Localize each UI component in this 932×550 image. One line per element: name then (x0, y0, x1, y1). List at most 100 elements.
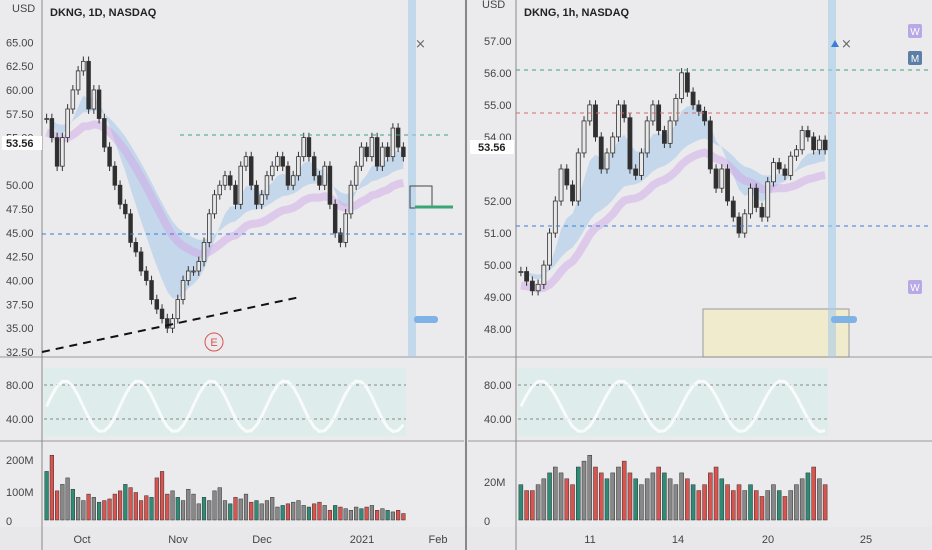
left-price-badge: 53.56 (6, 138, 34, 150)
right-candle (656, 104, 662, 131)
right-volume-bar (610, 472, 615, 521)
left-time-tick: Oct (73, 534, 90, 546)
left-volume-tick: 0 (6, 516, 12, 528)
left-candle (369, 137, 375, 158)
right-volume-bar (644, 478, 650, 521)
left-candle (322, 165, 327, 186)
right-highlight-band (828, 0, 836, 357)
right-volume-bar (742, 490, 748, 521)
right-candle (604, 152, 610, 170)
right-candle (690, 91, 696, 106)
right-volume-bar (558, 472, 564, 521)
right-candle (633, 168, 639, 176)
right-candle (535, 283, 541, 292)
right-badge-w2[interactable] (908, 280, 922, 294)
right-candle (547, 232, 552, 266)
right-volume-bar (530, 490, 535, 521)
right-yellow-box (702, 308, 850, 358)
right-volume-bar (748, 484, 753, 521)
left-candles (44, 56, 406, 334)
right-osc-line (519, 379, 826, 433)
left-volume-bar (175, 497, 180, 521)
left-osc-tick: 80.00 (6, 380, 34, 392)
right-candle (644, 120, 650, 154)
right-candle (564, 168, 570, 186)
left-candle (343, 213, 348, 243)
right-volume-bar (656, 466, 661, 521)
right-blue-up-arrow (831, 40, 839, 47)
right-chart-panel[interactable]: USD DKNG, 1h, NASDAQ 57.0056.0055.0054.0… (468, 0, 932, 550)
left-volume-bar (207, 500, 212, 521)
right-volume-bar (633, 478, 638, 521)
left-volume-tick: 200M (6, 455, 34, 467)
left-volume-bar (396, 510, 401, 521)
right-volume-bar (535, 484, 541, 521)
right-price-tick: 57.00 (484, 36, 512, 48)
right-volume-bar (627, 472, 633, 521)
left-volume-bar (186, 488, 191, 521)
left-candle (395, 127, 401, 148)
right-badge-m-label: M (911, 54, 919, 65)
right-time-axis: 11 14 20 25 (584, 534, 872, 546)
left-price-tick: 40.00 (6, 276, 34, 288)
left-candle (243, 156, 249, 167)
right-volume-bar (788, 490, 793, 521)
left-osc-bg (44, 368, 406, 436)
right-candle (730, 200, 736, 218)
left-volume-bar (138, 500, 144, 521)
right-badge-m[interactable] (908, 51, 922, 65)
left-candle (154, 299, 160, 310)
left-trendline[interactable] (41, 296, 301, 353)
left-candle (332, 203, 338, 234)
right-candle (736, 216, 742, 234)
left-volume-bar (348, 510, 353, 521)
earnings-marker[interactable] (204, 332, 224, 352)
right-badge-w1[interactable] (908, 24, 922, 38)
right-volume-tick: 0 (484, 516, 490, 528)
left-volume-bar (65, 477, 70, 521)
right-volume-bar (667, 478, 673, 521)
right-volume-bar (598, 472, 604, 521)
right-volume-bar (765, 490, 770, 521)
left-candle (165, 318, 170, 329)
left-close-icon[interactable]: × (415, 37, 426, 52)
left-volume-bar (259, 503, 264, 521)
left-volume-bar (55, 490, 60, 521)
left-candle (144, 270, 149, 281)
left-candle (338, 232, 343, 243)
right-chart-title: DKNG, 1h, NASDAQ (524, 7, 630, 19)
right-candle (776, 162, 782, 170)
right-volume-bar (639, 484, 644, 521)
left-candle (311, 156, 317, 177)
left-candle (117, 184, 123, 205)
left-volume-bar (238, 498, 243, 521)
right-volume-bar (547, 472, 552, 521)
right-volume-bar (811, 466, 816, 521)
left-candle (102, 118, 107, 148)
left-volume-bar (380, 508, 385, 521)
left-candle (212, 194, 217, 215)
right-candle (782, 168, 788, 176)
right-candle (822, 139, 828, 151)
right-volume-bar (673, 484, 679, 521)
right-candle (679, 72, 685, 99)
left-candle (285, 165, 291, 186)
right-candle (673, 98, 679, 122)
left-price-badge-bg (2, 136, 42, 150)
left-candle (186, 270, 191, 281)
left-volume-bar (133, 492, 138, 521)
left-volume-bar (291, 501, 296, 521)
right-volume-bar (771, 484, 776, 521)
left-candle (280, 156, 285, 167)
left-candle (159, 308, 165, 320)
left-volume-bar (249, 501, 254, 521)
left-candle (290, 175, 296, 186)
left-chart-panel[interactable]: USD DKNG, 1D, NASDAQ 65.00 62.50 60.00 57.5… (0, 0, 464, 550)
right-candle (811, 136, 817, 151)
right-close-icon[interactable]: × (841, 37, 852, 52)
right-badge-w2-label: W (910, 283, 920, 294)
left-volume-bar (375, 510, 380, 521)
left-volume-bar (254, 500, 259, 521)
left-volume-bar (317, 501, 322, 521)
left-candle (180, 280, 186, 300)
